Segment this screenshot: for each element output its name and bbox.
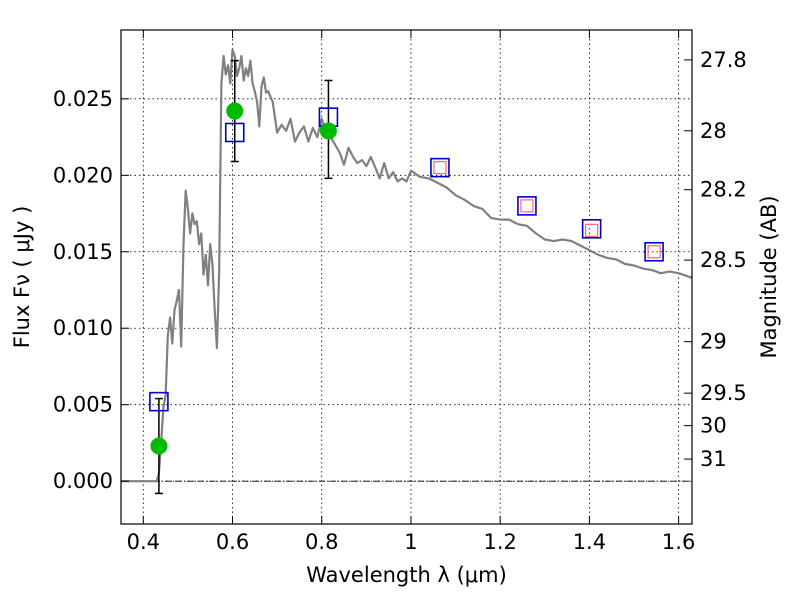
marker-layer [149,59,664,495]
mag-tick-label: 30 [700,414,727,438]
model-photometry-point [149,391,169,412]
model-photometry-point [517,196,537,216]
x-tick-label: 0.6 [216,530,249,554]
x-tick-label: 0.4 [127,530,160,554]
mag-tick-label: 29.5 [700,381,747,405]
x-tick-label: 1.6 [662,530,695,554]
y-tick-label: 0.020 [53,163,113,187]
mag-tick-label: 31 [700,447,727,471]
mag-tick-label: 28.5 [700,248,747,272]
model-photometry-point [644,241,664,262]
upper-limit-point [433,161,447,175]
sed-model-line [121,48,693,483]
mag-tick-label: 27.8 [700,48,747,72]
y-tick-label: 0.025 [53,87,113,111]
model-photometry-point [430,157,450,178]
tick-layer: 0.4 0.6 0.8 1 1.2 1.4 1.6 0.000 0.005 0.010 0.015 0… [53,30,747,554]
mag-tick-label: 28.2 [700,178,747,202]
plot-frame [120,29,693,525]
upper-limit-point [585,223,599,237]
y-axis-label: Flux Fν ( μJy ) [10,206,34,349]
y-axis-label-right: Magnitude (AB) [757,195,781,358]
y-tick-label: 0.005 [53,393,113,417]
upper-limit-point [647,245,661,259]
series-layer [121,48,693,483]
x-tick-label: 1.4 [573,530,606,554]
y-tick-label: 0.015 [53,240,113,264]
observed-photometry-point [319,122,337,140]
mag-tick-label: 29 [700,330,727,354]
observed-photometry-point [150,437,168,455]
model-photometry-point [224,122,245,143]
y-tick-label: 0.000 [53,469,113,493]
x-axis-label: Wavelength λ (μm) [306,563,507,587]
upper-limit-point [520,199,534,213]
mag-tick-label: 28 [700,119,727,143]
x-tick-label: 1 [404,530,417,554]
model-photometry-point [581,219,602,239]
y-tick-label: 0.010 [53,316,113,340]
x-tick-label: 1.2 [483,530,516,554]
x-tick-label: 0.8 [305,530,338,554]
observed-photometry-point [226,102,244,120]
